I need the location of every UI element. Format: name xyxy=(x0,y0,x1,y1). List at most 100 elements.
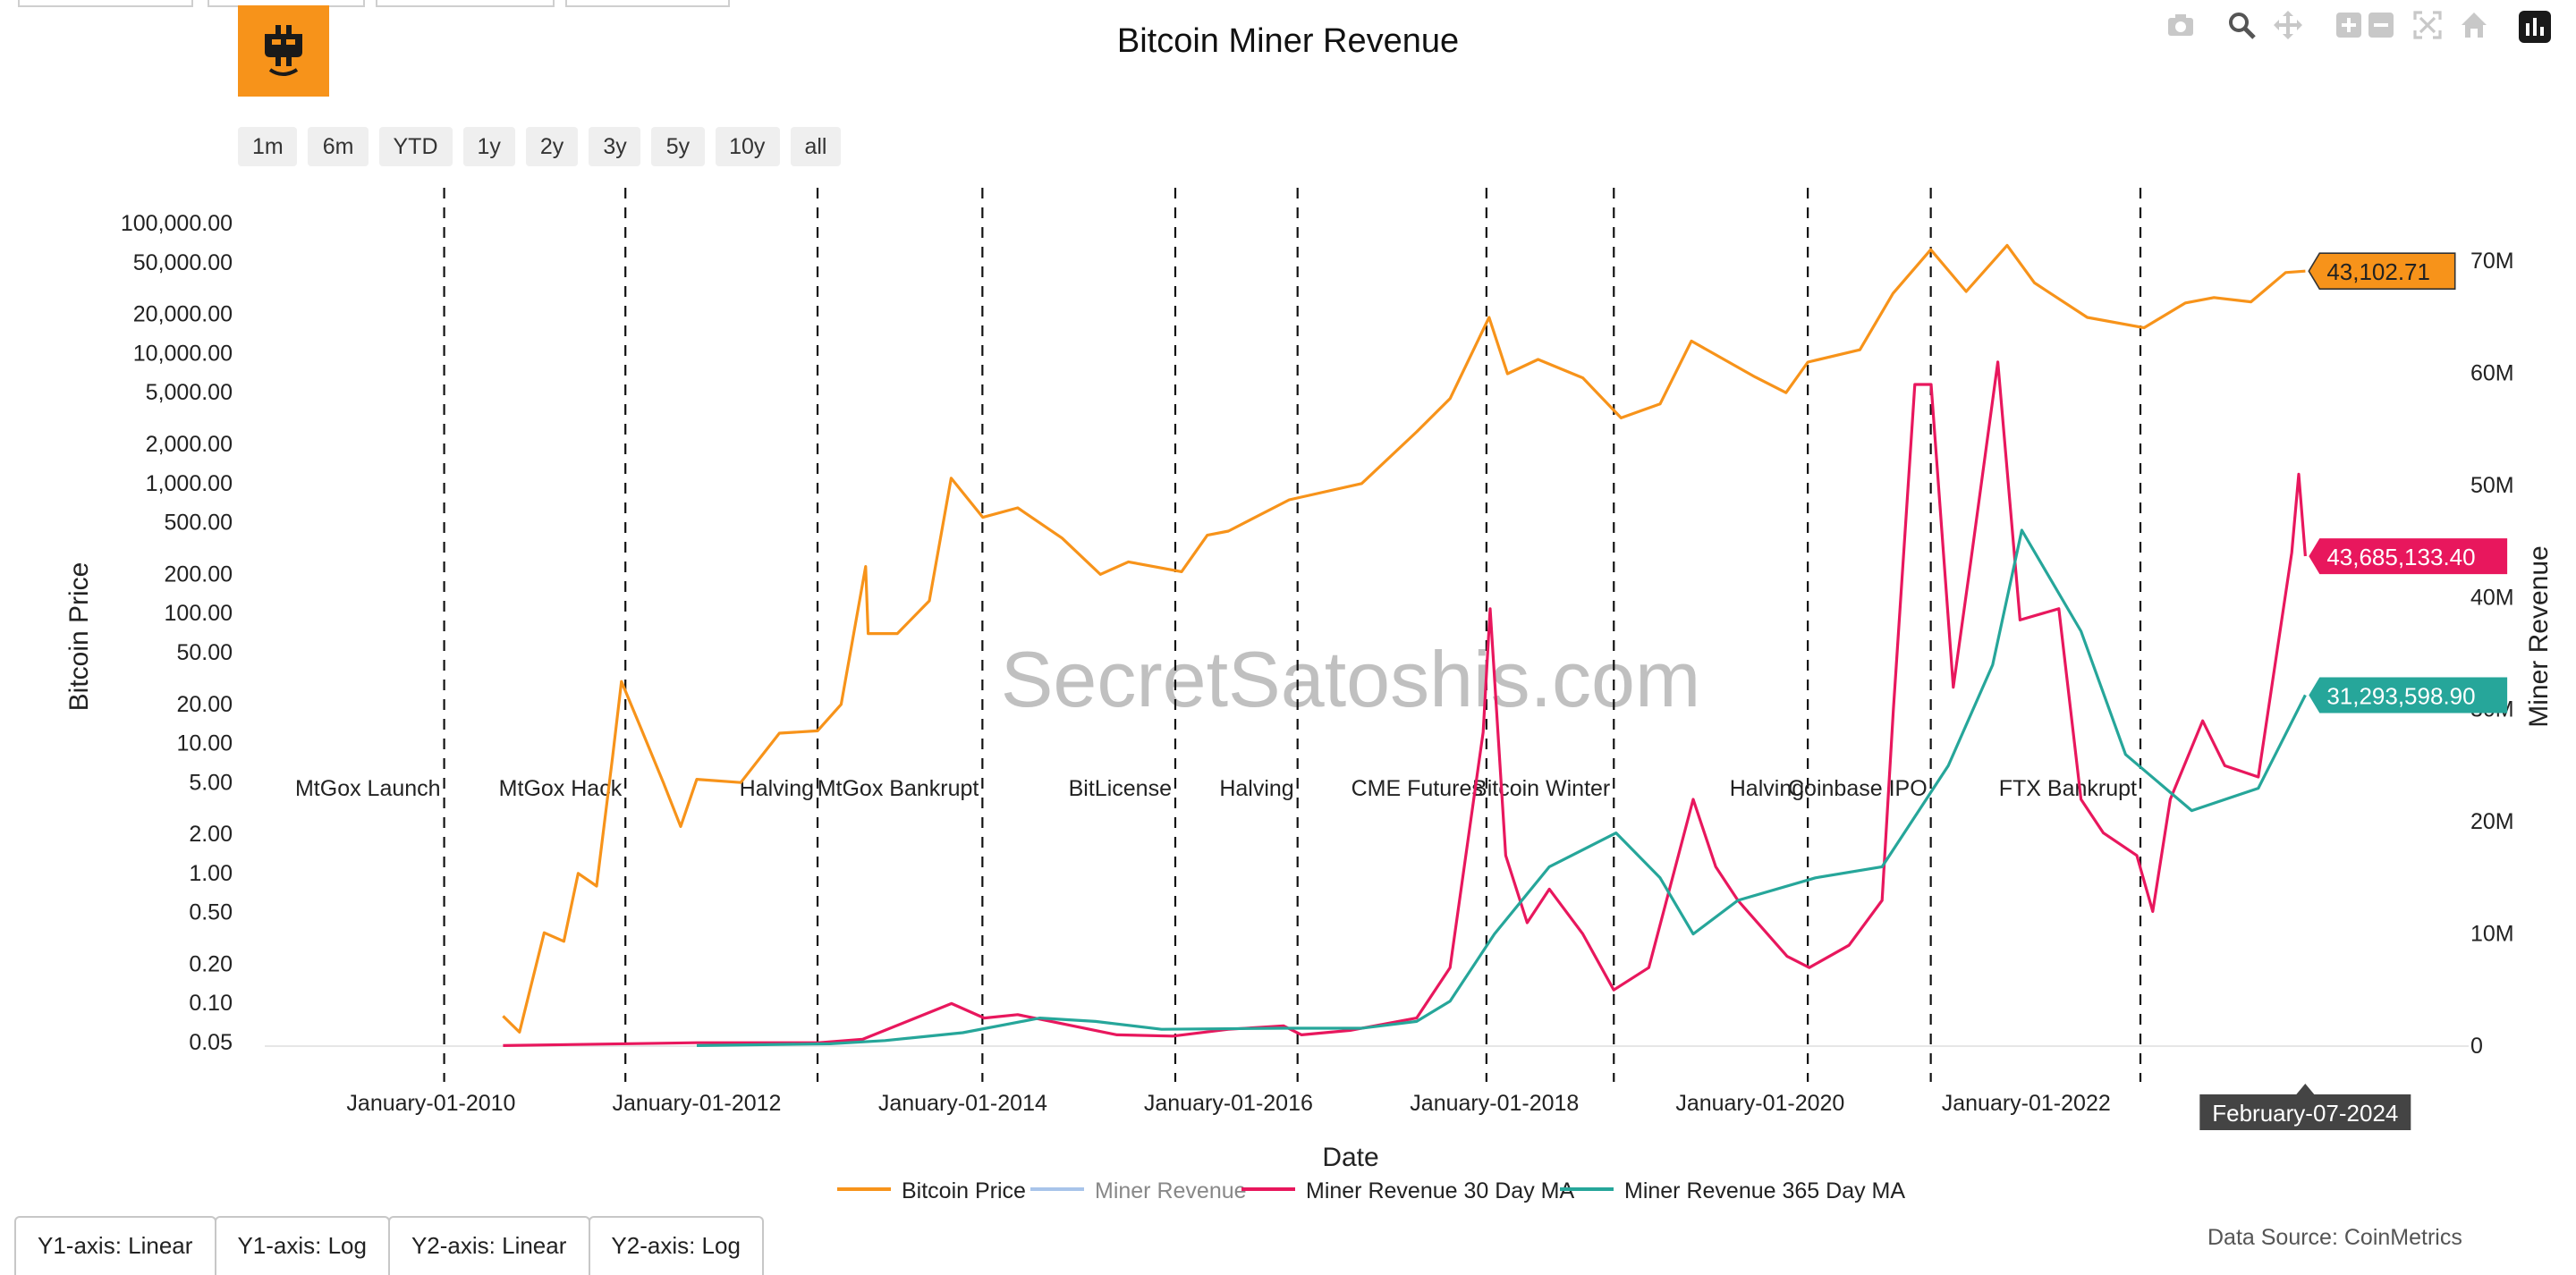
event-label: Halving xyxy=(1219,776,1293,801)
zoom-in-icon[interactable] xyxy=(2333,11,2365,43)
x-tick-label: January-01-2016 xyxy=(1144,1091,1313,1116)
y2-tick-label: 0 xyxy=(2470,1034,2483,1059)
range-button-6m[interactable]: 6m xyxy=(308,127,369,166)
y1-tick-label: 200.00 xyxy=(165,562,233,587)
range-button-1m[interactable]: 1m xyxy=(238,127,298,166)
ma30-value-label: 43,685,133.40 xyxy=(2309,538,2508,575)
ma365-value-label: 31,293,598.90 xyxy=(2309,677,2508,713)
autoscale-icon[interactable] xyxy=(2411,11,2444,43)
series-lines xyxy=(502,243,2307,1047)
axis-toggle-bar: Y1-axis: Linear Y1-axis: Log Y2-axis: Li… xyxy=(14,1216,764,1275)
y1-tick-label: 2.00 xyxy=(189,822,233,847)
y1-tick-label: 0.10 xyxy=(189,991,233,1016)
y1-tick-label: 10.00 xyxy=(176,731,233,756)
legend-label: Miner Revenue 30 Day MA xyxy=(1306,1178,1574,1203)
top-tab-stubs xyxy=(0,0,751,7)
range-button-all[interactable]: all xyxy=(790,127,842,166)
y1-tick-label: 0.05 xyxy=(189,1030,233,1055)
home-icon[interactable] xyxy=(2458,11,2490,43)
legend-label: Bitcoin Price xyxy=(902,1178,1026,1203)
y1-tick-label: 20.00 xyxy=(176,692,233,717)
bitcoin-price-line xyxy=(502,243,2306,1034)
range-button-5y[interactable]: 5y xyxy=(651,127,705,166)
y1-tick-label: 10,000.00 xyxy=(133,341,233,366)
event-label: MtGox Hack xyxy=(499,776,623,801)
range-button-2y[interactable]: 2y xyxy=(525,127,579,166)
miner-revenue-30d-ma-line xyxy=(503,360,2307,1047)
price-value-label: 43,102.71 xyxy=(2308,252,2456,291)
legend-item: Miner Revenue 30 Day MA xyxy=(1241,1178,1574,1203)
pan-icon[interactable] xyxy=(2272,11,2304,43)
x-tick-label: January-01-2012 xyxy=(612,1091,781,1116)
y1-tick-label: 0.50 xyxy=(189,900,233,925)
x-tick-label: January-01-2020 xyxy=(1675,1091,1844,1116)
y1-tick-label: 100.00 xyxy=(165,601,233,626)
y2-axis-title: Miner Revenue xyxy=(2524,545,2554,727)
value-label-box xyxy=(2308,252,2456,291)
camera-icon[interactable] xyxy=(2165,11,2197,43)
hover-date-box: February-07-2024 xyxy=(2199,1084,2411,1130)
y2-tick-label: 50M xyxy=(2470,473,2514,498)
y1-tick-label: 50.00 xyxy=(176,640,233,665)
modebar xyxy=(2147,11,2558,46)
data-source: Data Source: CoinMetrics xyxy=(2207,1225,2462,1250)
hover-date-bg xyxy=(2199,1084,2411,1130)
y2-linear-button[interactable]: Y2-axis: Linear xyxy=(387,1216,590,1275)
x-tick-label: January-01-2022 xyxy=(1942,1091,2111,1116)
last-value-labels: 43,102.71 43,685,133.40 31,293,598.90 xyxy=(2308,252,2508,713)
range-button-3y[interactable]: 3y xyxy=(589,127,641,166)
event-label: Halving xyxy=(740,776,814,801)
legend-item: Bitcoin Price xyxy=(837,1178,1026,1203)
event-label: MtGox Bankrupt xyxy=(818,776,979,801)
hover-date-label: February-07-2024 xyxy=(2199,1084,2411,1130)
y2-log-button[interactable]: Y2-axis: Log xyxy=(588,1216,764,1275)
y1-tick-label: 100,000.00 xyxy=(121,211,233,236)
value-label-text: 43,685,133.40 xyxy=(2326,544,2475,570)
watermark: SecretSatoshis.com xyxy=(1001,635,1701,723)
event-label: Bitcoin Winter xyxy=(1472,776,1610,801)
y1-log-button[interactable]: Y1-axis: Log xyxy=(214,1216,390,1275)
x-axis-title: Date xyxy=(1322,1143,1378,1172)
event-label: MtGox Launch xyxy=(295,776,441,801)
event-markers: MtGox Launch MtGox Hack Halving MtGox Bankr… xyxy=(295,188,2142,1082)
y1-tick-label: 1,000.00 xyxy=(146,471,233,496)
miner-revenue-365d-ma-line xyxy=(696,528,2307,1047)
zoom-icon[interactable] xyxy=(2225,11,2258,43)
value-label-box xyxy=(2309,538,2508,575)
event-label: FTX Bankrupt xyxy=(1999,776,2137,801)
chart-logo-icon[interactable] xyxy=(2519,11,2551,43)
y1-tick-label: 2,000.00 xyxy=(146,432,233,457)
y2-tick-label: 70M xyxy=(2470,249,2514,274)
tab-stub[interactable] xyxy=(18,0,193,7)
event-label: Coinbase IPO xyxy=(1788,776,1928,801)
y1-tick-label: 5,000.00 xyxy=(146,380,233,405)
y2-tick-label: 40M xyxy=(2470,585,2514,610)
axes: 100,000.00 50,000.00 20,000.00 10,000.00 5,0… xyxy=(121,211,2514,1116)
y1-axis-title: Bitcoin Price xyxy=(64,562,94,712)
range-button-ytd[interactable]: YTD xyxy=(378,127,453,166)
value-label-text: 43,102.71 xyxy=(2326,258,2430,285)
x-tick-label: January-01-2014 xyxy=(878,1091,1047,1116)
bitcoin-logo xyxy=(238,5,329,97)
y2-tick-label: 60M xyxy=(2470,360,2514,385)
legend-item: Miner Revenue xyxy=(1030,1178,1247,1203)
y1-tick-label: 5.00 xyxy=(189,770,233,795)
y1-linear-button[interactable]: Y1-axis: Linear xyxy=(14,1216,216,1275)
legend: Bitcoin Price Miner Revenue Miner Revenue … xyxy=(837,1178,1905,1203)
tab-stub[interactable] xyxy=(376,0,555,7)
value-label-text: 31,293,598.90 xyxy=(2326,682,2475,709)
range-button-1y[interactable]: 1y xyxy=(462,127,515,166)
y2-tick-label: 20M xyxy=(2470,809,2514,834)
value-label-box xyxy=(2309,677,2508,713)
chart-title: Bitcoin Miner Revenue xyxy=(1116,23,1460,61)
tab-stub[interactable] xyxy=(565,0,730,7)
y1-tick-label: 0.20 xyxy=(189,951,233,976)
event-label: Halving xyxy=(1730,776,1804,801)
zoom-out-icon[interactable] xyxy=(2365,11,2397,43)
legend-label: Miner Revenue 365 Day MA xyxy=(1624,1178,1905,1203)
bitcoin-face-icon xyxy=(265,25,302,76)
range-button-10y[interactable]: 10y xyxy=(715,127,780,166)
range-selector: 1m 6m YTD 1y 2y 3y 5y 10y all xyxy=(238,127,842,166)
